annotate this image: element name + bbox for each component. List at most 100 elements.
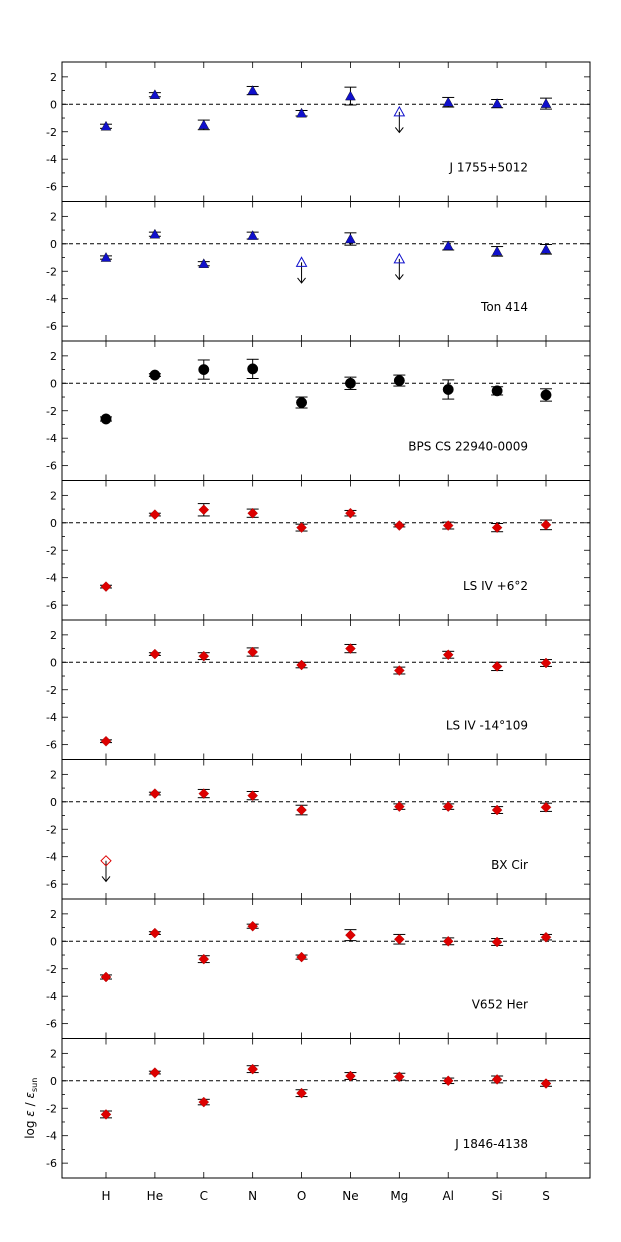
- data-point-he: [149, 648, 161, 660]
- y-tick-label: -4: [46, 711, 57, 724]
- data-point-h: [100, 413, 112, 425]
- x-tick-label: Mg: [390, 1189, 408, 1203]
- data-point-al: [442, 240, 454, 251]
- data-point-mg: [394, 1071, 405, 1082]
- y-tick-label: -4: [46, 153, 57, 166]
- data-point-c: [198, 1096, 210, 1108]
- y-tick-label: -4: [46, 432, 57, 445]
- data-point-mg: [393, 375, 405, 387]
- x-tick-label: N: [248, 1189, 257, 1203]
- y-tick-label: 2: [50, 908, 57, 921]
- data-point-h: [100, 971, 112, 983]
- y-tick-label: 0: [50, 796, 57, 809]
- data-point-he: [149, 927, 161, 939]
- data-point-s: [540, 931, 552, 943]
- data-point-si: [491, 1074, 503, 1085]
- data-point-mg: [394, 933, 405, 945]
- panel-frame: [61, 340, 591, 481]
- upper-limit-arrowhead: [394, 127, 404, 134]
- y-tick-label: 2: [50, 210, 57, 223]
- data-point-al: [442, 96, 454, 107]
- y-tick-label: -4: [46, 990, 57, 1003]
- data-point-h: [100, 120, 112, 131]
- y-tick-label: -4: [46, 851, 57, 864]
- data-point-c: [198, 119, 210, 130]
- data-point-si: [491, 804, 503, 816]
- data-point-mg: [393, 252, 406, 264]
- y-tick-label: 0: [50, 517, 57, 530]
- upper-limit-arrowhead: [101, 876, 111, 883]
- panel-label: V652 Her: [472, 998, 528, 1012]
- y-tick-label: -2: [46, 126, 57, 139]
- panel-frame: [61, 1038, 591, 1179]
- panel-5: -6 -4 -2 0 2 LS IV -14°109: [46, 619, 591, 760]
- data-point-h: [100, 855, 112, 867]
- data-point-s: [540, 519, 552, 531]
- x-tick-label: Ne: [342, 1189, 358, 1203]
- data-point-n: [247, 790, 258, 801]
- y-tick-label: -4: [46, 293, 57, 306]
- panel-label: LS IV +6°2: [463, 579, 528, 593]
- data-point-mg: [394, 801, 405, 812]
- data-point-n: [247, 85, 259, 95]
- y-tick-label: 0: [50, 377, 57, 390]
- data-point-o: [296, 659, 307, 671]
- y-tick-label: -6: [46, 739, 57, 752]
- y-tick-label: -4: [46, 572, 57, 585]
- data-point-si: [491, 98, 503, 108]
- data-point-he: [149, 369, 161, 381]
- data-point-o: [296, 397, 308, 408]
- data-point-s: [540, 243, 552, 254]
- data-point-he: [149, 89, 161, 99]
- panel-4: -6 -4 -2 0 2 LS IV +6°2: [46, 480, 591, 621]
- y-tick-label: -2: [46, 684, 57, 697]
- data-point-h: [100, 1109, 112, 1120]
- y-tick-label: -2: [46, 1102, 57, 1115]
- x-tick-label: S: [542, 1189, 550, 1203]
- data-point-si: [491, 661, 503, 672]
- y-tick-label: -6: [46, 181, 57, 194]
- data-point-ne: [345, 1070, 356, 1082]
- panel-frame: [61, 898, 591, 1039]
- panel-frame: [61, 619, 591, 760]
- data-point-ne: [345, 90, 356, 101]
- y-tick-label: -2: [46, 963, 57, 976]
- y-tick-label: 2: [50, 768, 57, 781]
- data-point-s: [540, 802, 552, 813]
- panel-frame: [61, 759, 591, 900]
- panel-frame: [61, 61, 591, 202]
- upper-limit-arrowhead: [297, 277, 306, 284]
- y-tick-label: 0: [50, 656, 57, 669]
- data-point-al: [442, 1075, 454, 1087]
- y-axis-label: log ε / εsun: [23, 1078, 39, 1139]
- y-tick-label: 2: [50, 350, 57, 363]
- data-point-mg: [394, 665, 405, 676]
- panel-6: -6 -4 -2 0 2 BX Cir: [46, 759, 591, 900]
- panel-1: -6 -4 -2 0 2 J 1755+5012: [46, 61, 591, 202]
- panel-label: Ton 414: [480, 300, 528, 314]
- y-tick-label: -6: [46, 1018, 57, 1031]
- data-point-n: [247, 363, 259, 375]
- y-tick-label: -6: [46, 1157, 57, 1170]
- y-tick-label: 0: [50, 1075, 57, 1088]
- y-tick-label: 2: [50, 1047, 57, 1060]
- data-point-ne: [344, 377, 356, 389]
- x-tick-label: O: [297, 1189, 306, 1203]
- data-point-h: [100, 735, 112, 747]
- data-point-c: [198, 788, 210, 799]
- data-point-c: [198, 364, 210, 376]
- panel-3: -6 -4 -2 0 2 BPS CS 22940-0009: [46, 340, 591, 481]
- data-point-h: [100, 252, 112, 262]
- panel-frame: [61, 201, 591, 342]
- y-tick-label: 2: [50, 489, 57, 502]
- y-tick-label: -6: [46, 460, 57, 473]
- x-tick-label: He: [147, 1189, 163, 1203]
- x-tick-label: Si: [492, 1189, 503, 1203]
- data-point-o: [295, 256, 308, 267]
- data-point-s: [540, 389, 552, 401]
- data-point-o: [296, 107, 307, 118]
- panel-frame: [61, 480, 591, 621]
- data-point-c: [198, 504, 210, 516]
